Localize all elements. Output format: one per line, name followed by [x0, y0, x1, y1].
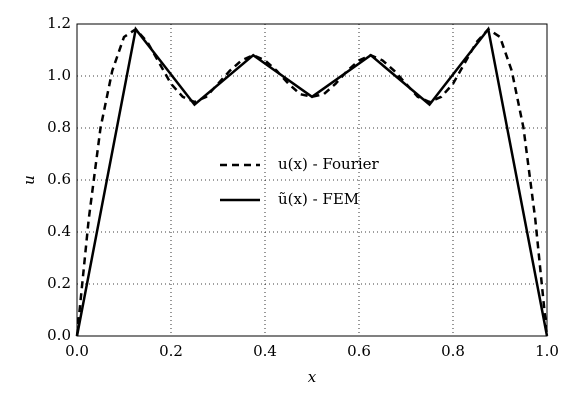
line-series	[75, 27, 549, 337]
y-tick-label: 0.8	[47, 118, 71, 136]
plot-frame	[76, 23, 548, 337]
x-tick-label: 0.8	[441, 342, 465, 360]
y-tick-label: 0.0	[47, 326, 71, 344]
x-tick-label: 0.2	[159, 342, 183, 360]
x-tick-label: 1.0	[535, 342, 559, 360]
x-tick-label: 0.0	[65, 342, 89, 360]
y-tick-label: 0.2	[47, 274, 71, 292]
y-axis-label: u	[20, 175, 38, 185]
y-tick-label: 1.2	[47, 14, 71, 32]
legend-label: u(x) - Fourier	[278, 155, 380, 173]
y-tick-label: 0.4	[47, 222, 71, 240]
legend-label: ũ(x) - FEM	[278, 190, 359, 208]
y-tick-label: 1.0	[47, 66, 71, 84]
y-tick-label: 0.6	[47, 170, 71, 188]
x-tick-label: 0.4	[253, 342, 277, 360]
x-tick-label: 0.6	[347, 342, 371, 360]
line-series	[75, 26, 549, 337]
x-axis-label: x	[308, 368, 317, 386]
